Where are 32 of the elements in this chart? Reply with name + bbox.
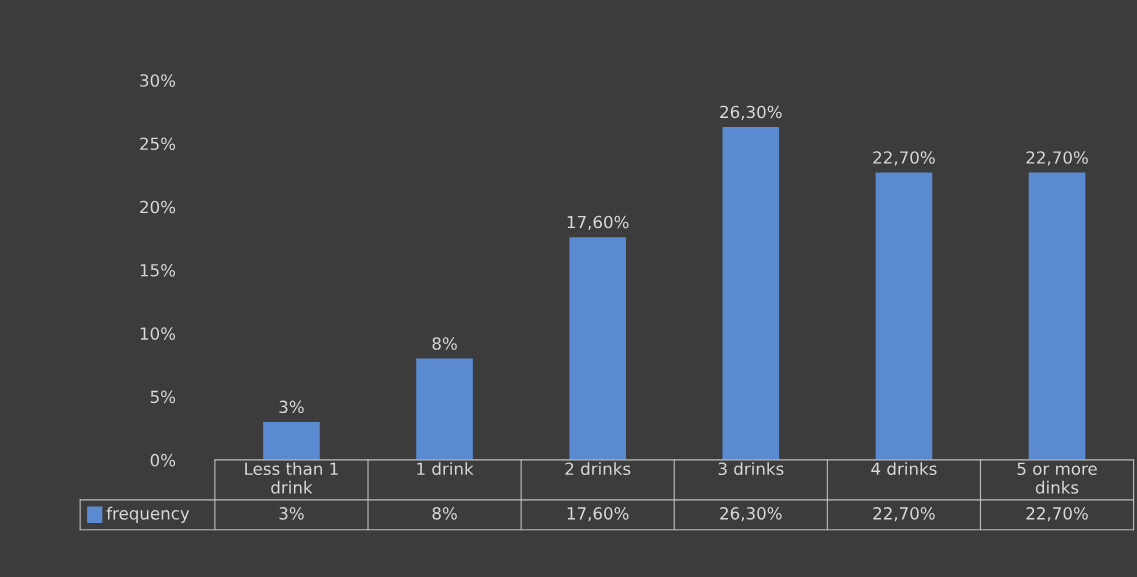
text: 17,60% (567, 215, 629, 231)
data-label: 26,30% (720, 507, 782, 522)
data-label: 17,60% (567, 507, 629, 522)
y-tick-label: 20% (140, 200, 176, 214)
x-tick-label: Less than 1 drink (245, 462, 338, 494)
y-tick-label: 25% (140, 137, 176, 151)
text: 22,70% (1026, 151, 1088, 166)
text: 26,30% (720, 105, 782, 120)
data-label: 22,70% (873, 507, 935, 522)
y-tick-label: 15% (140, 264, 176, 277)
x-tick-label: 4 drinks (871, 462, 937, 476)
x-tick-label: 1 drink (417, 462, 474, 476)
y-tick-label: 30% (140, 74, 176, 87)
x-tick-label: 5 or more dinks (1017, 462, 1097, 494)
bar (569, 237, 627, 460)
bar (263, 421, 320, 460)
x-tick-label: 3 drinks (718, 462, 784, 476)
text: 3% (279, 400, 304, 414)
legend-label: frequency (106, 506, 190, 523)
text: 22,70% (873, 151, 935, 166)
data-label: 8% (432, 507, 457, 520)
y-tick-label: 0% (150, 453, 176, 467)
data-label: 3% (279, 507, 304, 520)
text: 8% (432, 337, 457, 350)
bar (875, 172, 933, 460)
x-tick-label: 2 drinks (565, 462, 631, 476)
data-label: 22,70% (1026, 507, 1088, 522)
y-tick-label: 5% (150, 390, 176, 404)
bar (416, 358, 473, 460)
bar (722, 127, 780, 460)
bar (1028, 172, 1086, 460)
y-tick-label: 10% (140, 327, 176, 340)
